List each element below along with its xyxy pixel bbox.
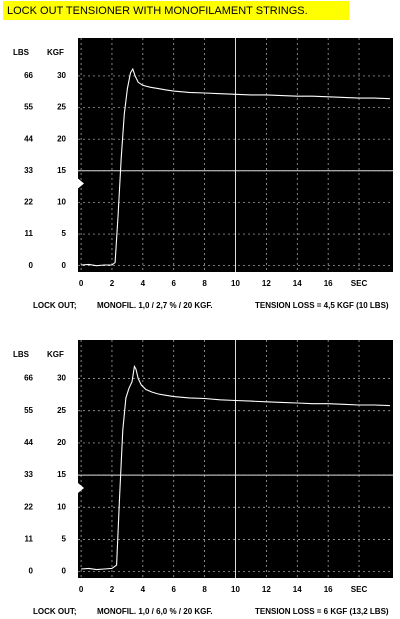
- footer-note: LOCK OUT;: [33, 301, 77, 310]
- y2-tick-label: 55: [24, 406, 33, 415]
- y-tick-label: 25: [57, 103, 66, 112]
- y-axis-title: KGF: [47, 350, 64, 359]
- page-title: LOCK OUT TENSIONER WITH MONOFILAMENT STR…: [7, 5, 308, 17]
- y2-tick-label: 22: [24, 198, 33, 207]
- y2-tick-label: 11: [25, 535, 34, 544]
- level-marker: [78, 178, 84, 189]
- footer-note: TENSION LOSS = 6 KGF (13,2 LBS): [255, 607, 389, 616]
- x-tick-label: 8: [202, 279, 207, 288]
- x-tick-label: 8: [202, 585, 207, 594]
- y2-tick-label: 33: [24, 166, 33, 175]
- y-axis-title: KGF: [47, 48, 64, 57]
- x-tick-label: 12: [262, 585, 271, 594]
- x-tick-label: 2: [110, 585, 115, 594]
- y-tick-label: 30: [57, 374, 66, 383]
- y-tick-label: 10: [57, 502, 66, 511]
- y2-axis-title: LBS: [13, 350, 30, 359]
- x-tick-label: 4: [141, 279, 146, 288]
- y2-tick-label: 11: [25, 229, 34, 238]
- x-tick-label: 14: [293, 279, 302, 288]
- y2-tick-label: 55: [24, 103, 33, 112]
- x-tick-label: 0: [79, 585, 84, 594]
- y-tick-label: 20: [57, 438, 66, 447]
- x-tick-label: 4: [141, 585, 146, 594]
- y-tick-label: 30: [57, 71, 66, 80]
- footer-note: MONOFIL. 1,0 / 6,0 % / 20 KGF.: [97, 607, 213, 616]
- y-tick-label: 0: [62, 261, 67, 270]
- x-tick-label: 12: [262, 279, 271, 288]
- y2-tick-label: 22: [24, 502, 33, 511]
- footer-note: TENSION LOSS = 4,5 KGF (10 LBS): [255, 301, 389, 310]
- y-tick-label: 5: [62, 535, 67, 544]
- y-tick-label: 15: [57, 166, 66, 175]
- y2-tick-label: 44: [24, 438, 33, 447]
- y2-tick-label: 66: [24, 71, 33, 80]
- x-tick-label: 6: [172, 279, 177, 288]
- y2-axis-title: LBS: [13, 48, 30, 57]
- x-tick-label: 10: [231, 585, 240, 594]
- y2-tick-label: 66: [24, 374, 33, 383]
- y-tick-label: 10: [57, 198, 66, 207]
- x-tick-label: SEC: [351, 279, 368, 288]
- level-marker: [78, 482, 84, 493]
- footer-note: LOCK OUT;: [33, 607, 77, 616]
- y-tick-label: 25: [57, 406, 66, 415]
- x-tick-label: 14: [293, 585, 302, 594]
- title-banner: [3, 1, 349, 20]
- y-tick-label: 5: [62, 229, 67, 238]
- x-tick-label: 2: [110, 279, 115, 288]
- y2-tick-label: 0: [29, 261, 34, 270]
- tension-line: [81, 364, 390, 571]
- tension-line: [81, 67, 390, 267]
- x-tick-label: 10: [231, 279, 240, 288]
- x-tick-label: SEC: [351, 585, 368, 594]
- x-tick-label: 16: [324, 585, 333, 594]
- y2-tick-label: 0: [29, 567, 34, 576]
- y-tick-label: 15: [57, 470, 66, 479]
- y-tick-label: 20: [57, 134, 66, 143]
- x-tick-label: 0: [79, 279, 84, 288]
- y2-tick-label: 33: [24, 470, 33, 479]
- footer-note: MONOFIL. 1,0 / 2,7 % / 20 KGF.: [97, 301, 213, 310]
- x-tick-label: 6: [172, 585, 177, 594]
- y2-tick-label: 44: [24, 134, 33, 143]
- y-tick-label: 0: [62, 567, 67, 576]
- x-tick-label: 16: [324, 279, 333, 288]
